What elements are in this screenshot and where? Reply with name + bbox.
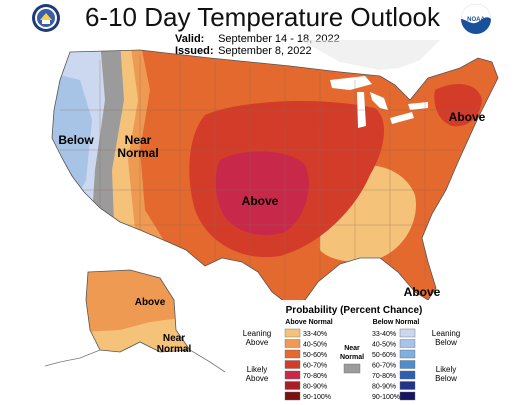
legend-likely-below-2: Below (435, 374, 457, 383)
northeast-above-60-70-area (434, 84, 482, 127)
map-labels: Below Near Normal Above Above Above Abov… (58, 110, 485, 355)
below-range-label-6: 80-90% (372, 384, 396, 391)
legend-leaning-below-2: Below (435, 338, 457, 347)
label-florida-above: Above (404, 285, 441, 299)
above-swatch-6 (284, 381, 301, 390)
department-of-commerce-seal-icon (32, 4, 60, 32)
issued-label: Issued: (175, 45, 214, 57)
below-swatch-1 (399, 328, 416, 338)
below-range-label-3: 50-60% (372, 352, 396, 359)
above-swatch-1 (284, 328, 301, 338)
legend-near-1: Near (344, 345, 360, 352)
above-swatch-7 (284, 391, 301, 401)
below-range-label-2: 40-50% (372, 342, 396, 349)
below-range-label-5: 70-80% (372, 373, 396, 380)
above-swatch-2 (284, 339, 301, 348)
label-west-near: Near (125, 133, 152, 147)
above-swatch-5 (284, 370, 301, 380)
label-alaska-near: Near (163, 333, 185, 344)
label-west-below: Below (58, 133, 94, 147)
probability-legend: Probability (Percent Chance) Above Norma… (240, 300, 468, 402)
legend-below-header: Below Normal (373, 319, 420, 326)
alaska-above-40-50-area (86, 270, 180, 332)
legend-likely-below-1: Likely (436, 365, 456, 374)
above-swatch-4 (284, 360, 301, 369)
legend-leaning-above-1: Leaning (243, 329, 271, 338)
below-range-label-1: 33-40% (372, 331, 396, 338)
aleutian-islands (44, 349, 101, 367)
legend-background (240, 300, 468, 402)
legend-near-normal-swatch (343, 363, 361, 374)
above-range-label-6: 80-90% (303, 384, 327, 391)
above-swatch-3 (284, 349, 301, 359)
below-range-label-7: 90-100% (372, 394, 400, 401)
legend-likely-above-2: Above (246, 374, 269, 383)
above-range-label-3: 50-60% (303, 352, 327, 359)
conus-outline (51, 49, 499, 307)
above-range-label-1: 33-40% (303, 331, 327, 338)
below-swatch-6 (399, 381, 416, 390)
noaa-logo-text: NOAA (467, 17, 485, 23)
below-swatches: 33-40% 40-50% 50-60% 60-70% 70-80% 80-90% 90-1… (372, 328, 416, 401)
legend-above-header: Above Normal (285, 319, 333, 326)
legend-near-2: Normal (340, 354, 364, 361)
above-70-80-area (215, 151, 309, 236)
legend-title: Probability (Percent Chance) (286, 305, 423, 316)
legend-likely-above-1: Likely (247, 365, 267, 374)
below-range-label-4: 60-70% (372, 363, 396, 370)
alaska-outline (85, 269, 191, 353)
below-swatch-5 (399, 370, 416, 380)
label-northeast-above: Above (449, 110, 486, 124)
label-alaska-normal: Normal (157, 344, 192, 355)
label-central-above: Above (242, 194, 279, 208)
state-boundaries (60, 55, 480, 300)
canada-land (300, 40, 440, 70)
above-swatches: 33-40% 40-50% 50-60% 60-70% 70-80% 80-90% 90-1… (284, 328, 331, 401)
below-swatch-2 (399, 339, 416, 348)
above-range-label-5: 70-80% (303, 373, 327, 380)
below-swatch-7 (399, 391, 416, 401)
legend-leaning-above-2: Above (246, 338, 269, 347)
above-range-label-7: 90-100% (303, 394, 331, 401)
below-swatch-3 (399, 349, 416, 359)
page-title: 6-10 Day Temperature Outlook (84, 2, 441, 32)
label-alaska-above: Above (135, 297, 166, 308)
noaa-logo-icon: NOAA (461, 4, 491, 34)
above-range-label-2: 40-50% (303, 342, 327, 349)
legend-leaning-below-1: Leaning (432, 329, 460, 338)
below-swatch-4 (399, 360, 416, 369)
alaska-shading (86, 270, 190, 352)
alaska-panhandle (189, 349, 226, 373)
valid-label: Valid: (175, 33, 205, 45)
above-range-label-4: 60-70% (303, 363, 327, 370)
label-west-normal: Normal (117, 146, 158, 160)
issued-date: September 8, 2022 (218, 45, 312, 57)
